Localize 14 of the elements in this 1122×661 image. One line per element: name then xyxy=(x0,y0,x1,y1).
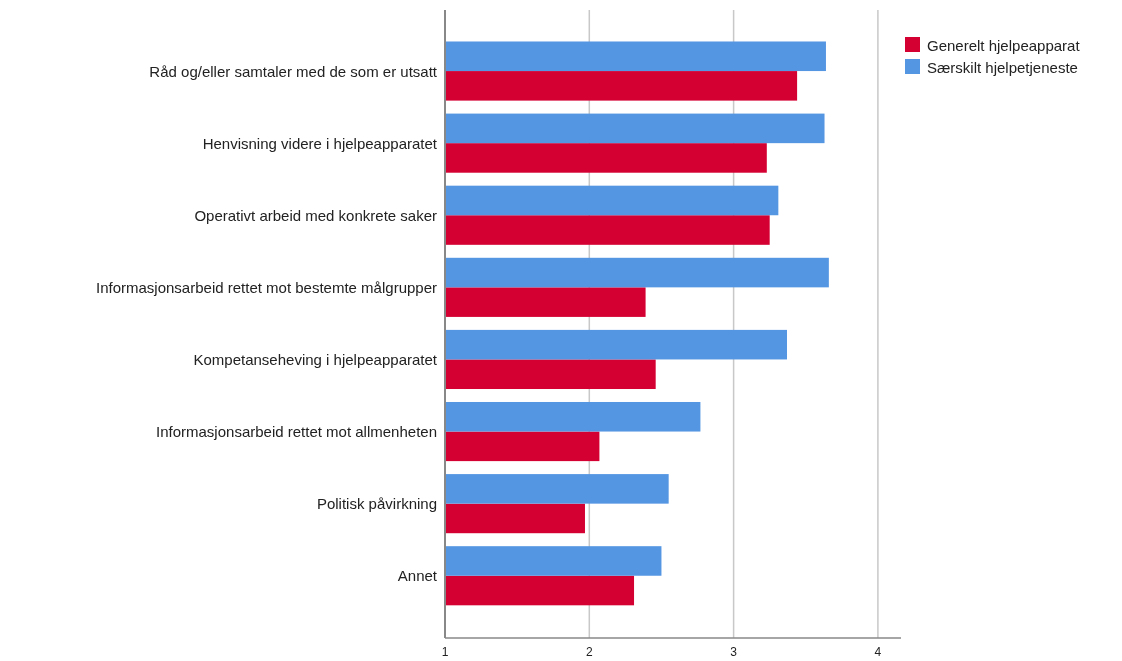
x-tick-label: 1 xyxy=(441,645,449,659)
legend-label: Generelt hjelpeapparat xyxy=(927,36,1081,54)
y-tick-label: Informasjonsarbeid rettet mot bestemte målgrupper xyxy=(96,278,437,296)
y-tick-label: Operativt arbeid med konkrete saker xyxy=(194,206,437,224)
y-tick-label: Kompetanseheving i hjelpeapparatet xyxy=(193,350,438,368)
y-tick-label: Henvisning videre i hjelpeapparatet xyxy=(202,134,438,152)
x-tick-label: 4 xyxy=(874,645,882,659)
y-tick-label: Råd og/eller samtaler med de som er utsatt xyxy=(149,62,438,80)
y-tick-label: Politisk påvirkning xyxy=(316,495,437,513)
x-tick-label: 2 xyxy=(585,645,593,659)
y-tick-label: Informasjonsarbeid rettet mot allmenheten xyxy=(156,423,437,441)
x-tick-label: 3 xyxy=(730,645,738,659)
legend-label: Særskilt hjelpetjeneste xyxy=(927,58,1078,76)
y-tick-label: Annet xyxy=(397,567,438,585)
